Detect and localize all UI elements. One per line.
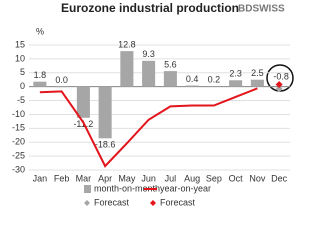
value-label: 0.2 (208, 74, 221, 84)
y-tick-label: 10 (15, 53, 25, 63)
forecast-marker (275, 85, 283, 93)
x-tick-label: Apr (98, 173, 112, 183)
legend-label: Forecast (160, 197, 196, 207)
y-tick-label: -5 (17, 95, 25, 105)
chart: Eurozone industrial production BDSWISS %… (12, 1, 294, 207)
y-tick-label: -30 (12, 164, 25, 174)
y-tick-label: 5 (20, 67, 25, 77)
bar (207, 86, 221, 87)
y-tick-label: -15 (12, 123, 25, 133)
y-tick-label: 0 (20, 81, 25, 91)
x-tick-label: Feb (54, 173, 70, 183)
y-tick-label: 15 (15, 39, 25, 49)
bar (76, 86, 90, 118)
bar (120, 51, 134, 87)
logo: BDSWISS (238, 4, 285, 15)
x-tick-label: May (118, 173, 136, 183)
bar (142, 60, 156, 87)
line (39, 87, 258, 168)
value-label: 0.4 (186, 74, 199, 84)
legend-swatch (84, 200, 90, 206)
value-label: -18.6 (95, 140, 116, 150)
forecast-marker (275, 80, 283, 88)
x-tick-label: Aug (184, 173, 200, 183)
bar (98, 86, 112, 139)
legend-swatch (150, 200, 156, 206)
legend-label: Forecast (94, 197, 130, 207)
bar (229, 80, 243, 87)
y-tick-label: -25 (12, 150, 25, 160)
value-label: 2.3 (229, 69, 242, 79)
y-axis-label: % (36, 26, 44, 36)
legend-swatch (84, 185, 91, 193)
value-label: 5.6 (164, 59, 177, 69)
bar (33, 81, 47, 87)
y-tick-label: -20 (12, 137, 25, 147)
x-tick-label: Jan (33, 173, 48, 183)
bar (250, 79, 264, 87)
x-tick-label: Jul (165, 173, 177, 183)
legend-label: year-on-year (160, 183, 211, 193)
x-tick-label: Sep (206, 173, 222, 183)
value-label: 0.0 (55, 75, 68, 85)
bar (55, 86, 69, 88)
chart-title: Eurozone industrial production (61, 1, 239, 15)
value-label: 2.5 (251, 68, 264, 78)
x-tick-label: Nov (249, 173, 266, 183)
bar (163, 71, 177, 87)
x-tick-label: Dec (271, 173, 288, 183)
value-label: 12.8 (118, 39, 136, 49)
x-tick-label: Oct (229, 173, 244, 183)
bar (185, 85, 199, 87)
value-label: 9.3 (142, 49, 155, 59)
x-tick-label: Mar (76, 173, 92, 183)
value-label: 1.8 (34, 70, 47, 80)
x-tick-label: Jun (141, 173, 156, 183)
y-tick-label: -10 (12, 109, 25, 119)
legend-label: month-on-month (94, 183, 160, 193)
value-label: -0.8 (273, 71, 289, 81)
